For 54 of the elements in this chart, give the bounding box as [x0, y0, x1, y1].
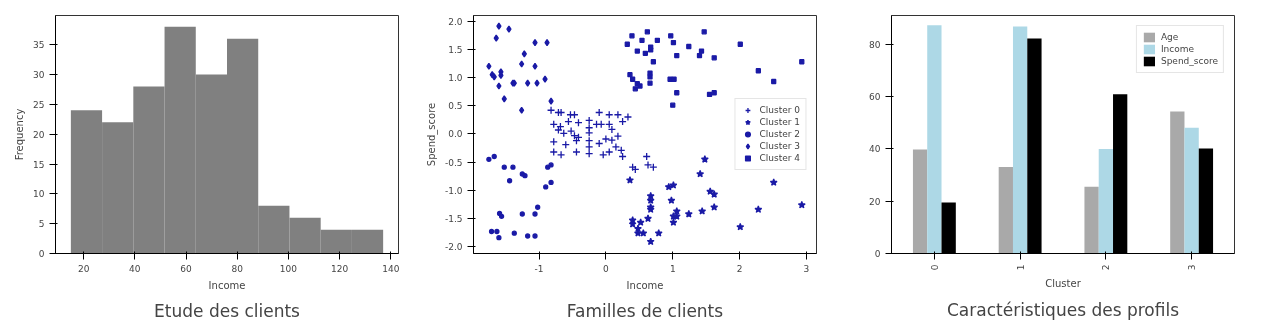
- x-tick-label: 0: [603, 263, 610, 274]
- x-tick-label: 0: [929, 264, 940, 271]
- x-tick-label: 3: [1187, 264, 1198, 271]
- y-axis-title: Frequency: [14, 108, 26, 161]
- y-tick-label: 60: [869, 91, 881, 102]
- x-tick-label: 1: [669, 263, 676, 274]
- y-tick-label: 1.5: [448, 44, 463, 55]
- y-tick-label: 25: [33, 99, 45, 110]
- y-tick-label: 35: [33, 40, 45, 51]
- x-tick-label: 140: [382, 263, 400, 274]
- text: Etude des clients: [154, 300, 301, 321]
- y-tick-label: -1.0: [444, 185, 463, 196]
- y-tick-label: -2.0: [444, 242, 463, 253]
- y-tick-label: 0.0: [448, 129, 463, 140]
- x-tick-label: 1: [1015, 264, 1026, 271]
- y-tick-label: -0.5: [444, 157, 463, 168]
- legend-label: Spend_score: [1160, 55, 1218, 67]
- y-axis-title: Spend_score: [425, 102, 438, 167]
- legend-label: Cluster 1: [759, 116, 800, 128]
- y-tick-label: 0: [38, 249, 45, 259]
- y-tick-label: 30: [33, 70, 45, 81]
- x-tick-label: 2: [1101, 264, 1112, 271]
- x-axis-title: Income: [208, 279, 246, 291]
- legend-label: Cluster 0: [759, 104, 800, 116]
- y-tick-label: 0.5: [448, 101, 463, 112]
- y-tick-label: 15: [33, 159, 45, 170]
- legend-label: Age: [1160, 31, 1180, 43]
- y-tick-label: 1.0: [448, 73, 463, 84]
- legend-label: Cluster 4: [759, 152, 800, 164]
- legend-label: Income: [1160, 43, 1195, 55]
- x-tick-label: -1: [534, 263, 544, 274]
- y-tick-label: 5: [38, 219, 45, 230]
- x-tick-label: 2: [736, 263, 743, 274]
- legend-label: Cluster 3: [759, 140, 800, 152]
- legend-label: Cluster 2: [759, 128, 800, 140]
- x-tick-label: 3: [803, 263, 810, 274]
- y-tick-label: 80: [869, 39, 881, 50]
- text: Caractéristiques des profils: [946, 299, 1180, 320]
- x-tick-label: 60: [180, 263, 193, 274]
- x-tick-label: 20: [77, 263, 90, 274]
- y-tick-label: -1.5: [444, 214, 463, 225]
- x-tick-label: 120: [331, 263, 349, 274]
- x-tick-label: 80: [231, 263, 244, 274]
- text: Familles de clients: [566, 300, 724, 321]
- y-tick-label: 0: [874, 249, 881, 259]
- y-tick-label: 40: [869, 144, 881, 155]
- y-tick-label: 20: [33, 129, 45, 140]
- x-axis-title: Cluster: [1045, 278, 1082, 290]
- y-tick-label: 2.0: [448, 16, 463, 27]
- x-tick-label: 100: [279, 263, 298, 274]
- y-tick-label: 20: [869, 196, 881, 207]
- x-tick-label: 40: [129, 263, 141, 274]
- y-tick-label: 10: [33, 189, 45, 200]
- x-axis-title: Income: [626, 279, 664, 291]
